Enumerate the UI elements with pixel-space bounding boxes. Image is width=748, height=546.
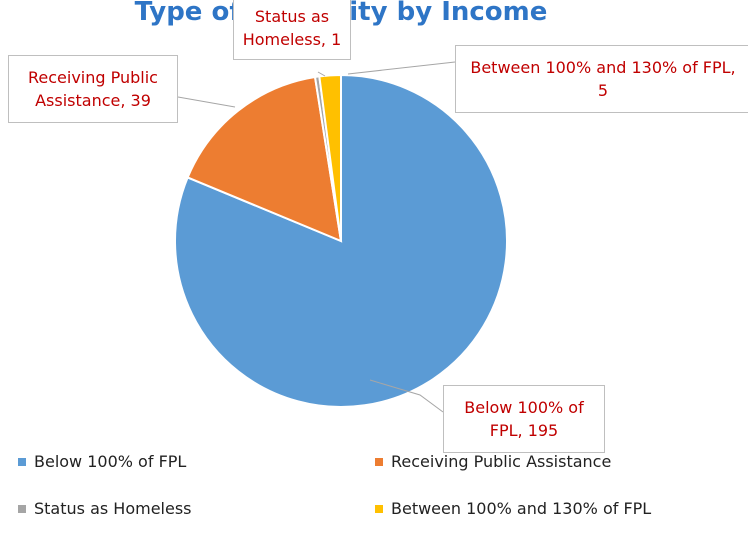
legend-label: Status as Homeless [34,499,192,518]
legend-swatch [375,504,383,513]
leader-line [317,71,326,77]
legend-swatch [18,504,26,513]
legend-item: Between 100% and 130% of FPL [375,499,651,518]
data-label: Below 100% of FPL, 195 [443,385,605,453]
pie-slice [174,73,508,408]
data-label: Receiving Public Assistance, 39 [8,55,178,123]
data-label: Status as Homeless, 1 [233,0,351,60]
legend-swatch [375,457,383,466]
legend-label: Receiving Public Assistance [391,452,612,471]
leader-line [177,96,236,108]
legend-item: Below 100% of FPL [18,452,186,471]
legend-item: Status as Homeless [18,499,192,518]
legend-label: Between 100% and 130% of FPL [391,499,652,518]
legend-label: Below 100% of FPL [34,452,187,471]
legend-item: Receiving Public Assistance [375,452,611,471]
pie-slice [186,75,343,243]
leader-lines [177,61,456,413]
data-label: Between 100% and 130% of FPL, 5 [455,45,748,113]
leader-line [347,61,456,75]
pie-slice [318,73,342,242]
leader-line [369,379,444,413]
legend-swatch [18,457,26,466]
